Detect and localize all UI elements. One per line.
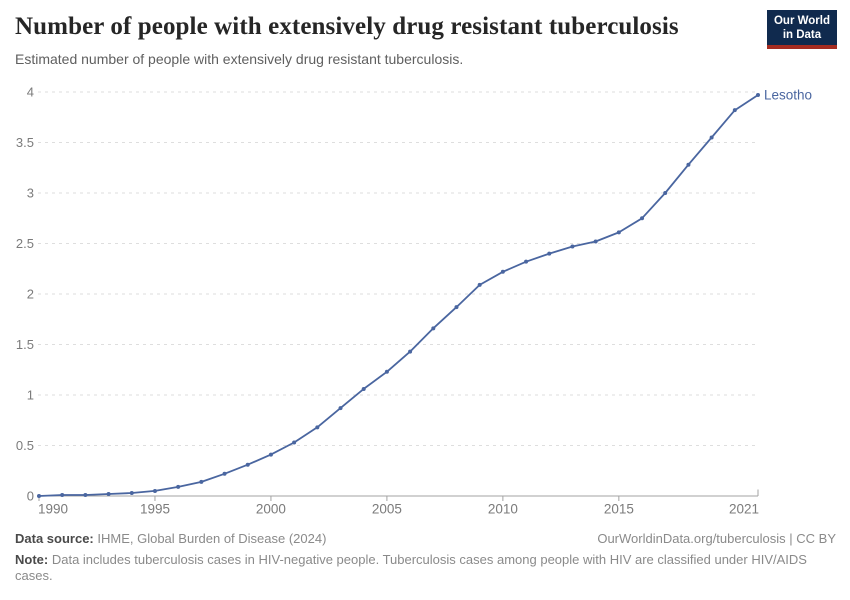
owid-logo-line2: in Data (782, 29, 822, 41)
data-point (268, 452, 273, 457)
data-point (408, 349, 413, 354)
data-point (129, 490, 134, 495)
data-point (709, 135, 714, 140)
data-point (106, 491, 111, 496)
data-point (454, 305, 459, 310)
chart-subtitle: Estimated number of people with extensiv… (15, 51, 464, 67)
y-axis-tick-label: 1.5 (16, 337, 34, 352)
data-point (477, 282, 482, 287)
data-point (663, 191, 668, 195)
data-point (176, 484, 181, 489)
data-point (361, 386, 366, 391)
data-point (616, 230, 621, 235)
y-axis-tick-label: 2 (27, 287, 34, 302)
y-axis-tick-label: 2.5 (16, 236, 34, 251)
data-point (222, 471, 227, 476)
x-axis-tick-label: 2005 (372, 502, 402, 517)
data-point (640, 216, 645, 221)
data-point (547, 251, 552, 256)
x-axis-tick-label: 1995 (140, 502, 170, 517)
data-point (431, 326, 436, 331)
data-point (524, 259, 529, 264)
x-axis-tick-label: 2015 (604, 502, 634, 517)
attribution-link: OurWorldinData.org/tuberculosis | CC BY (597, 531, 836, 546)
data-point (384, 369, 389, 374)
note-label: Note: (15, 551, 49, 567)
data-source-value: IHME, Global Burden of Disease (2024) (97, 531, 327, 546)
data-point (686, 162, 691, 167)
data-point (37, 494, 41, 498)
data-point (732, 108, 737, 113)
data-point (500, 269, 505, 274)
data-point (152, 488, 157, 493)
page-title: Number of people with extensively drug r… (15, 13, 679, 40)
data-point (83, 492, 88, 497)
y-axis-tick-label: 4 (27, 85, 34, 100)
x-axis-tick-label: 2000 (256, 502, 286, 517)
x-axis-tick-label: 2021 (729, 502, 759, 517)
series-end-label: Lesotho (764, 88, 812, 103)
x-axis-tick-label: 1990 (38, 502, 68, 517)
data-point (315, 425, 320, 430)
data-point (60, 492, 65, 497)
y-axis-tick-label: 1 (27, 388, 34, 403)
note-text: Data includes tuberculosis cases in HIV-… (15, 551, 807, 584)
data-source-label: Data source: (15, 531, 94, 546)
data-source: Data source: IHME, Global Burden of Dise… (15, 531, 326, 548)
chart-note: Note: Data includes tuberculosis cases i… (15, 552, 827, 585)
data-line (38, 94, 759, 497)
data-point (756, 93, 760, 98)
x-axis-tick-label: 2010 (488, 502, 518, 517)
y-axis-tick-label: 3.5 (16, 135, 34, 150)
data-point (199, 479, 204, 484)
data-point (570, 244, 575, 249)
y-axis-tick-label: 0.5 (16, 438, 34, 453)
y-axis-tick-label: 3 (27, 186, 34, 201)
chart-footer: Data source: IHME, Global Burden of Dise… (15, 531, 836, 585)
owid-logo-line1: Our World (773, 15, 830, 27)
data-point (292, 440, 297, 445)
owid-logo: Our World in Data (766, 10, 837, 49)
data-point (245, 462, 250, 467)
y-axis-tick-label: 0 (27, 489, 34, 504)
data-point (338, 406, 343, 411)
data-point (593, 239, 598, 244)
